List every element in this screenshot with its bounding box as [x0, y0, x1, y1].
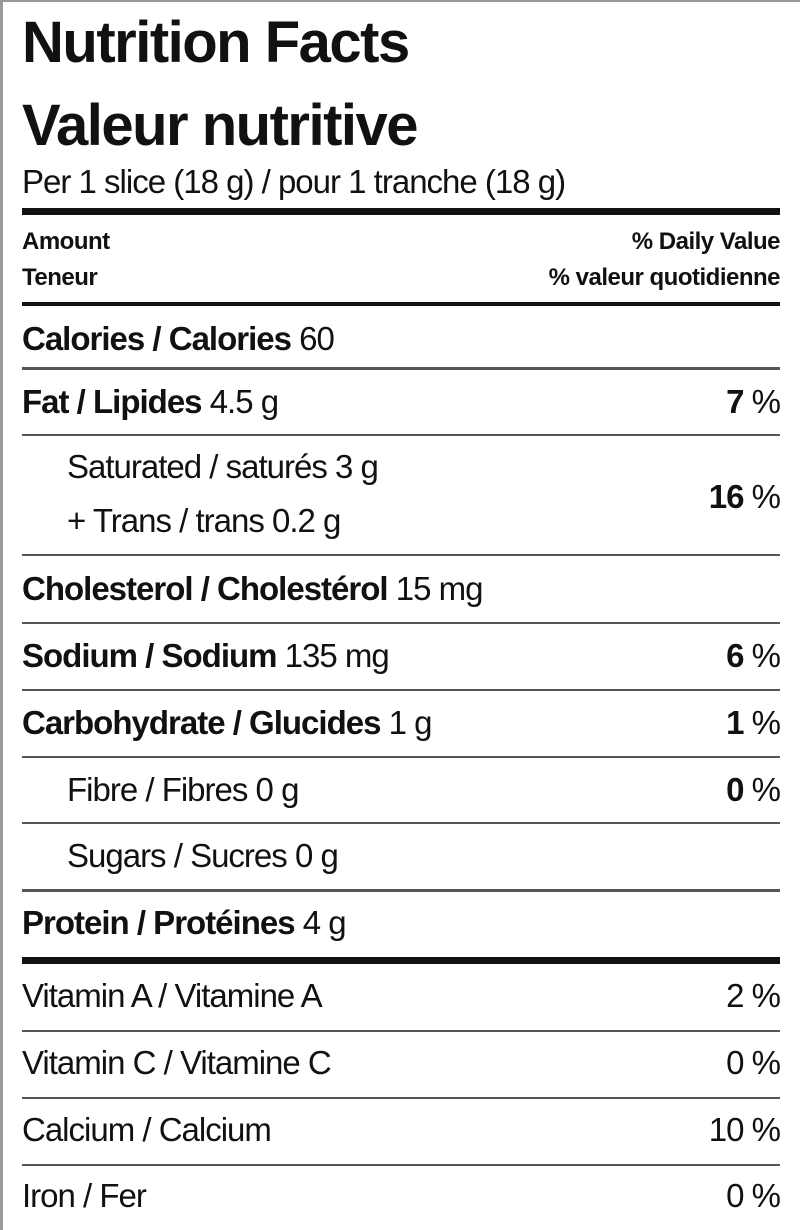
thick-divider — [22, 208, 780, 215]
divider — [22, 302, 780, 306]
divider — [22, 434, 780, 436]
divider — [22, 1097, 780, 1099]
teneur-label: Teneur — [22, 264, 98, 291]
daily-value-label: % Daily Value — [631, 228, 781, 255]
divider — [22, 756, 780, 758]
divider — [22, 822, 780, 824]
divider — [22, 889, 780, 892]
title-fr: Valeur nutritive — [22, 93, 419, 158]
divider — [22, 367, 780, 370]
title-en: Nutrition Facts — [22, 10, 410, 75]
divider — [22, 1030, 780, 1032]
serving-size: Per 1 slice (18 g) / pour 1 tranche (18 … — [22, 163, 566, 200]
thick-divider — [22, 957, 780, 964]
divider — [22, 622, 780, 624]
amount-label: Amount — [22, 228, 110, 255]
divider — [22, 554, 780, 556]
divider — [22, 689, 780, 691]
divider — [22, 1164, 780, 1166]
nutrient-row-saturated-trans: Saturated / saturés 3 g + Trans / trans … — [67, 448, 781, 539]
valeur-quotidienne-label: % valeur quotidienne — [548, 264, 781, 291]
